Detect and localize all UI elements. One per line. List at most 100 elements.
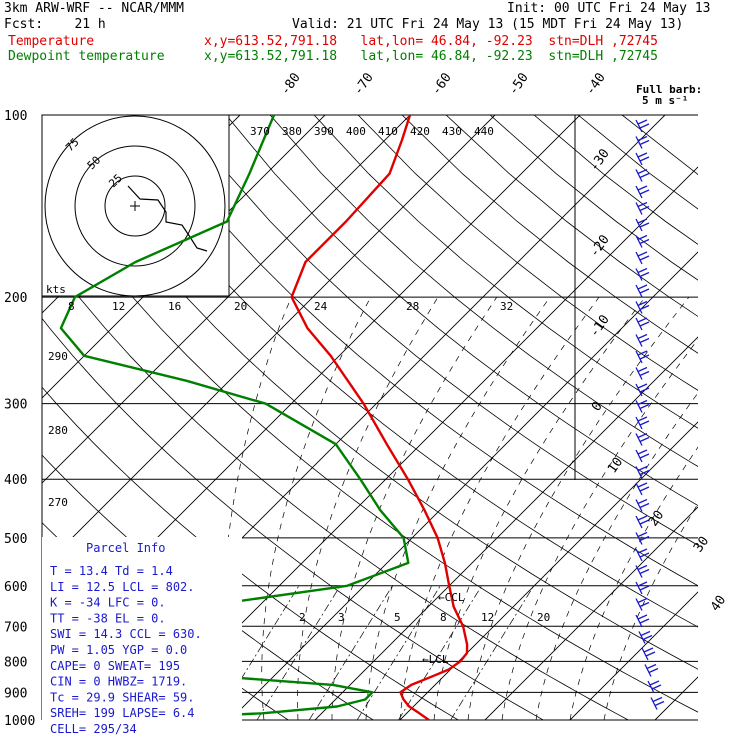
parcel-info-row: T = 13.4 Td = 1.4: [50, 564, 173, 578]
wind-barb-icon: [635, 201, 650, 215]
hodograph-trace: [127, 185, 208, 252]
isotherm-label: -80: [278, 70, 304, 98]
temperature-legend-label: Temperature: [8, 34, 95, 49]
moist-adiabat-line: [603, 503, 698, 720]
parcel-info-row: PW = 1.05 YGP = 0.0: [50, 643, 187, 657]
pressure-tick-label: 1000: [4, 714, 35, 729]
wind-barb-icon: [635, 350, 650, 364]
init-time: Init: 00 UTC Fri 24 May 13: [507, 1, 711, 16]
wind-barb-icon: [635, 284, 650, 298]
wind-barb-icon: [641, 647, 656, 661]
isotherm-label: 0: [589, 399, 606, 414]
parcel-info-row: CIN = 0 HWBZ= 1719.: [50, 675, 187, 689]
temperature-legend-info: x,y=613.52,791.18 lat,lon= 46.84, -92.23…: [204, 34, 658, 49]
isotherm-label: -50: [506, 70, 532, 98]
isotherm-label: -60: [429, 70, 455, 98]
pressure-tick-label: 200: [4, 291, 27, 306]
temperature-profile-line: [290, 115, 469, 720]
wind-barb-icon: [635, 251, 650, 265]
pressure-tick-label: 500: [4, 532, 27, 547]
mixing-ratio-label: 24: [314, 300, 328, 313]
wind-barb-icon: [635, 564, 650, 578]
ccl-marker: ←CCL: [438, 591, 465, 604]
hodograph-origin: [130, 201, 140, 211]
mixing-ratio-label: 16: [168, 300, 181, 313]
parcel-info-row: TT = -38 EL = 0.: [50, 611, 166, 625]
wind-barb-icon: [635, 498, 650, 512]
hodograph-ring: [104, 175, 166, 237]
parcel-info-title: Parcel Info: [86, 541, 165, 555]
isotherm-line: [144, 166, 698, 720]
dry-adiabat-line: [489, 115, 698, 281]
moist-adiabat-line: [365, 296, 551, 720]
isotherm-label: -70: [351, 70, 377, 98]
parcel-info-row: SWI = 14.3 CCL = 630.: [50, 627, 202, 641]
wind-barb-icon: [635, 333, 650, 347]
pressure-tick-label: 700: [4, 620, 27, 635]
wind-barb-icon: [635, 185, 650, 199]
isotherm-line: [314, 336, 698, 720]
isotherm-label: 20: [646, 508, 667, 529]
dry-adiabat-line: [137, 115, 698, 587]
wind-barb-icon: [635, 515, 650, 529]
forecast-hour: Fcst: 21 h: [4, 17, 106, 32]
lcl-marker: ←LCL: [422, 653, 449, 666]
mixing-ratio-label: 32: [500, 300, 513, 313]
mixing-ratio-line: [308, 585, 393, 720]
theta-label: 410: [378, 125, 398, 138]
dry-adiabat-line: [357, 115, 698, 391]
dewpoint-legend-label: Dewpoint temperature: [8, 49, 165, 64]
wind-barb-icon: [635, 300, 650, 314]
wind-barb-icon: [635, 152, 650, 166]
mixing-ratio-line: [450, 585, 535, 720]
isotherm-label: 10: [605, 455, 626, 476]
mixing-ratio-label: 12: [112, 300, 125, 313]
theta-label: 370: [250, 125, 270, 138]
wind-barb-icon: [635, 317, 650, 331]
parcel-info-row: CELL= 295/34: [50, 722, 137, 736]
isotherm-label: -40: [583, 70, 609, 98]
wind-barb-icon: [635, 482, 650, 496]
theta-label: 400: [346, 125, 366, 138]
isotherm-line: [654, 676, 698, 720]
wind-barb-icon: [635, 449, 650, 463]
wind-barb-icon: [635, 432, 650, 446]
moist-adiabat-line: [501, 338, 698, 720]
wind-barb-icon: [635, 168, 650, 182]
wind-barb-icon: [635, 548, 650, 562]
pressure-tick-label: 400: [4, 473, 27, 488]
dry-adiabat-line: [49, 115, 698, 670]
mixing-ratio-low-label: 3: [338, 611, 345, 624]
dry-adiabat-line: [225, 115, 698, 507]
isotherm-line: [42, 115, 411, 484]
model-title: 3km ARW-WRF -- NCAR/MMM: [4, 1, 185, 16]
mixing-ratio-label: 28: [406, 300, 419, 313]
dry-adiabat-line: [313, 115, 698, 429]
mixing-ratio-line: [356, 585, 441, 720]
isotherm-line: [569, 591, 698, 720]
mixing-ratio-low-label: 8: [440, 611, 447, 624]
moist-adiabat-line: [467, 296, 690, 720]
isotherm-line: [399, 421, 698, 720]
pressure-tick-label: 300: [4, 398, 27, 413]
hodograph-ring: [44, 115, 226, 297]
moist-adiabat-line: [433, 296, 646, 720]
mixing-ratio-line: [256, 585, 341, 720]
full-barb-value: 5 m s⁻¹: [642, 94, 688, 107]
mixing-ratio-low-label: 5: [394, 611, 401, 624]
theta-label: 390: [314, 125, 334, 138]
pressure-tick-label: 600: [4, 580, 27, 595]
wind-barb-icon: [635, 597, 650, 611]
wind-barb-icon: [644, 663, 659, 677]
mixing-ratio-line: [215, 585, 300, 720]
moist-adiabat-line: [399, 296, 600, 720]
hodograph-units: kts: [46, 283, 66, 296]
parcel-info-row: LI = 12.5 LCL = 802.: [50, 580, 195, 594]
mixing-ratio-low-label: 12: [481, 611, 494, 624]
parcel-info-row: Tc = 29.9 SHEAR= 59.: [50, 690, 195, 704]
theta-label: 380: [282, 125, 302, 138]
wind-barb-icon: [635, 234, 650, 248]
isotherm-label: 40: [708, 593, 729, 614]
theta-side-label: 270: [48, 496, 68, 509]
dry-adiabat-line: [42, 247, 629, 720]
